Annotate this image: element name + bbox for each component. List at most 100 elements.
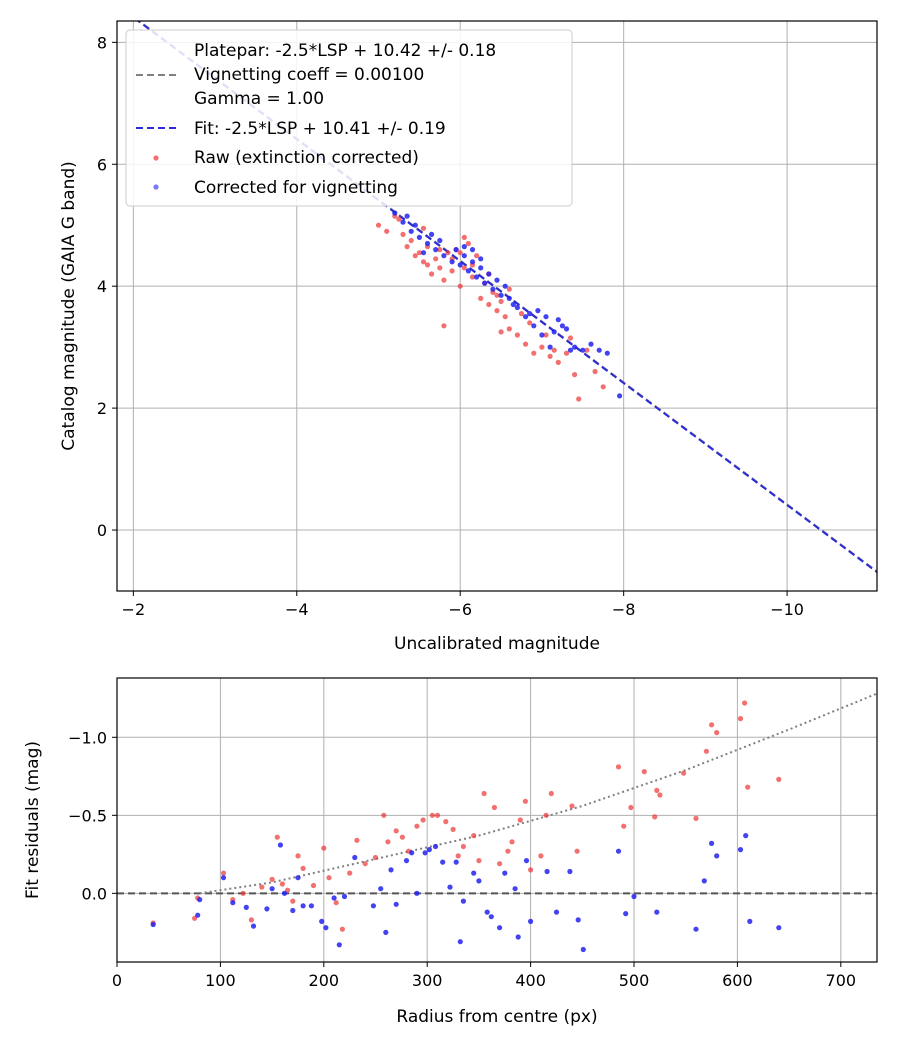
bottom-point-raw [354,837,360,843]
bottom-point-corrected [378,886,384,892]
top-point-raw [514,332,521,338]
bottom-point-corrected [623,911,629,917]
bottom-point-raw [569,803,575,809]
legend-platepar-line3: Gamma = 1.00 [194,89,324,109]
bottom-point-corrected [388,867,394,873]
top-point-corrected [551,329,557,335]
top-point-raw [494,308,500,314]
bottom-point-raw [321,845,327,851]
bottom-point-corrected [502,870,508,876]
top-point-corrected [535,308,541,314]
bottom-point-raw [300,865,306,872]
top-xtick-label: −8 [612,600,636,619]
bottom-point-raw [737,716,744,722]
bottom-point-raw [279,881,285,887]
top-point-raw [408,237,414,244]
bottom-point-raw [429,812,435,818]
bottom-point-corrected [528,918,534,925]
top-point-raw [494,292,500,298]
bottom-point-raw [709,722,715,728]
bottom-point-corrected [460,898,466,904]
bottom-point-corrected [776,925,782,931]
bottom-point-raw [248,917,254,923]
top-point-corrected [502,283,508,289]
bottom-point-corrected [714,853,720,859]
top-point-raw [449,268,455,274]
legend-raw-marker [153,155,159,161]
top-point-corrected [559,323,566,329]
bottom-point-corrected [331,895,337,901]
top-point-corrected [461,244,467,250]
top-point-corrected [510,301,516,308]
top-point-raw [400,231,406,237]
bottom-point-corrected [243,904,249,911]
top-xtick-label: −4 [285,600,309,619]
top-point-raw [576,396,582,402]
bottom-ytick-label: −1.0 [68,728,107,747]
top-point-raw [592,368,598,375]
bottom-point-raw [372,854,379,861]
top-ylabel: Catalog magnitude (GAIA G band) [59,161,79,451]
bottom-point-corrected [336,942,342,948]
top-point-corrected [461,253,467,259]
bottom-point-raw [471,833,477,839]
top-point-raw [478,295,484,301]
bottom-xtick-label: 0 [112,971,122,990]
bottom-points [150,700,782,953]
top-point-corrected [498,292,504,298]
top-point-corrected [596,347,602,353]
bottom-point-corrected [264,906,270,912]
legend-corrected-label: Corrected for vignetting [194,178,398,198]
bottom-point-corrected [352,854,358,861]
top-point-corrected [580,347,586,353]
top-point-corrected [478,256,484,262]
bottom-point-corrected [471,870,477,876]
top-point-corrected [567,347,574,353]
bottom-point-corrected [693,926,699,932]
bottom-point-raw [621,823,627,829]
bottom-point-corrected [150,921,156,928]
top-points [375,210,623,402]
top-point-corrected [416,234,422,240]
bottom-point-raw [509,839,515,845]
bottom-point-corrected [497,925,503,931]
bottom-point-corrected [370,903,376,909]
bottom-point-raw [745,784,751,790]
top-point-corrected [474,274,480,280]
top-point-corrected [486,271,492,277]
bottom-point-corrected [300,903,306,909]
top-point-corrected [400,219,406,225]
bottom-point-corrected [277,842,283,848]
bottom-point-raw [491,804,497,811]
bottom-point-raw [326,875,332,881]
top-point-raw [461,265,467,271]
top-point-corrected [482,280,488,286]
bottom-point-corrected [743,833,749,839]
top-point-raw [474,253,480,259]
bottom-point-raw [497,861,503,867]
top-point-corrected [604,350,610,356]
top-point-corrected [523,314,529,320]
top-ytick-label: 6 [97,155,107,174]
legend-raw-label: Raw (extinction corrected) [194,148,419,168]
top-point-raw [551,347,557,353]
bottom-point-corrected [414,890,420,896]
bottom-point-raw [455,853,461,859]
top-point-raw [441,323,447,329]
bottom-line-vignetting-model [199,692,877,895]
bottom-point-raw [641,769,647,775]
bottom-chart: 0 100 200 300 400 500 600 700 0.0 −0.5 −1.0 Radius… [23,677,878,1027]
bottom-point-raw [505,848,511,854]
top-point-raw [567,335,574,341]
bottom-point-raw [240,890,246,896]
bottom-point-corrected [515,934,521,940]
bottom-point-corrected [422,850,428,856]
bottom-point-corrected [290,907,296,914]
bottom-point-raw [776,776,782,783]
bottom-point-raw [259,884,265,890]
top-point-raw [584,347,590,353]
top-point-raw [547,353,553,359]
legend-box [125,29,573,207]
top-point-raw [523,341,529,347]
